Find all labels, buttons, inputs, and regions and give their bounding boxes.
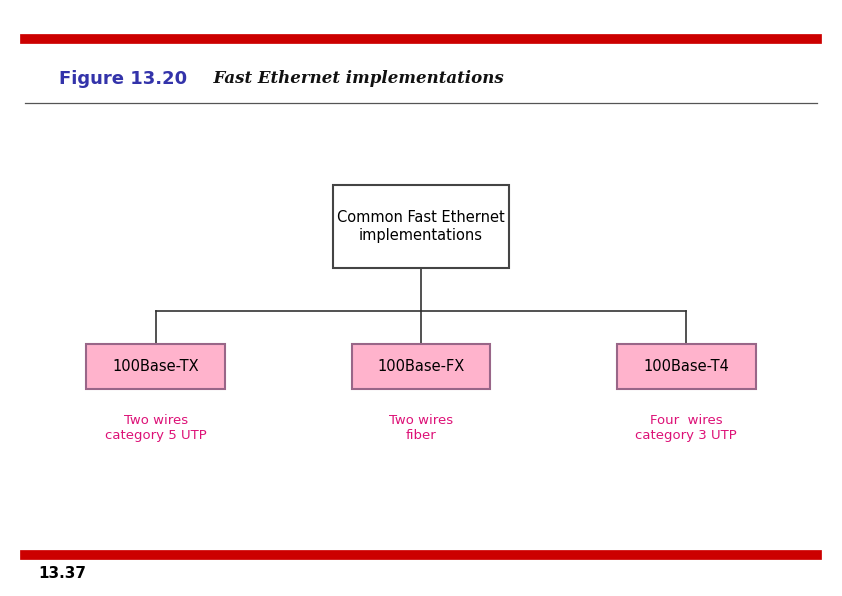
Text: 100Base-TX: 100Base-TX [113, 359, 199, 374]
Text: Fast Ethernet implementations: Fast Ethernet implementations [202, 70, 504, 87]
Text: 13.37: 13.37 [38, 566, 86, 581]
Text: Two wires
fiber: Two wires fiber [389, 414, 453, 442]
Text: Figure 13.20: Figure 13.20 [59, 70, 187, 88]
Text: Common Fast Ethernet
implementations: Common Fast Ethernet implementations [337, 210, 505, 243]
FancyBboxPatch shape [616, 344, 756, 389]
FancyBboxPatch shape [86, 344, 226, 389]
FancyBboxPatch shape [333, 185, 509, 268]
Text: 100Base-FX: 100Base-FX [377, 359, 465, 374]
Text: Four  wires
category 3 UTP: Four wires category 3 UTP [636, 414, 737, 442]
Text: 100Base-T4: 100Base-T4 [643, 359, 729, 374]
FancyBboxPatch shape [352, 344, 490, 389]
Text: Two wires
category 5 UTP: Two wires category 5 UTP [105, 414, 206, 442]
